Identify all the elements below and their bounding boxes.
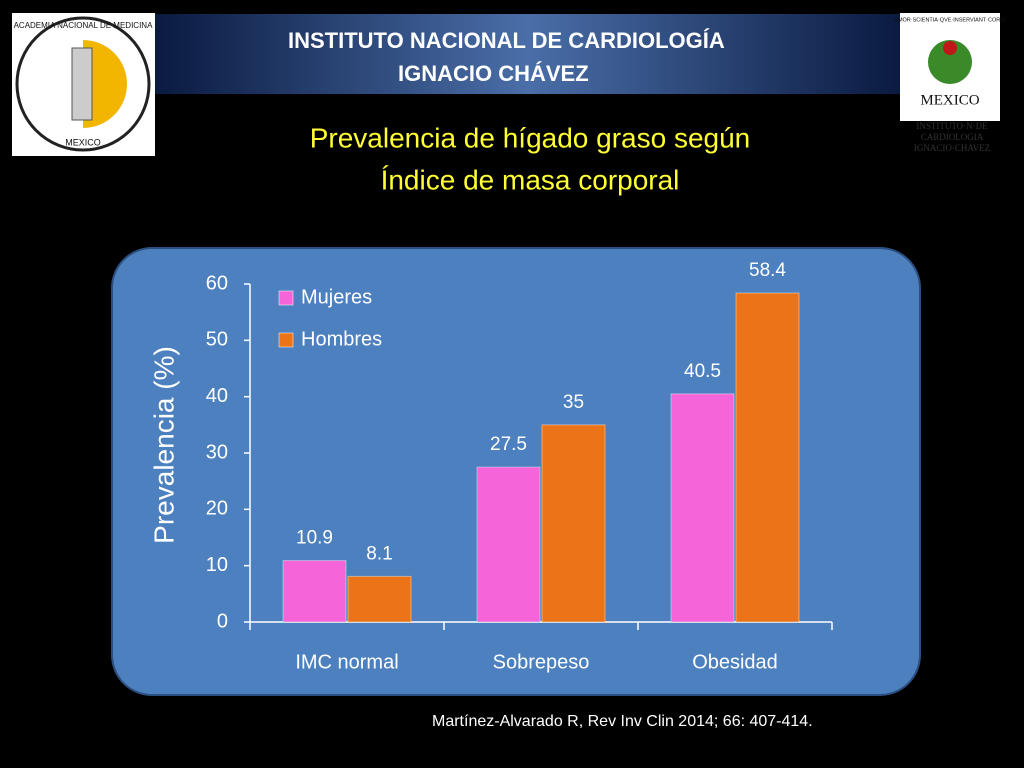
bar xyxy=(670,393,735,623)
y-tick-label: 50 xyxy=(206,329,228,351)
x-tick-label: IMC normal xyxy=(295,651,398,673)
data-label: 10.9 xyxy=(296,528,333,549)
y-tick-label: 20 xyxy=(206,498,228,520)
legend-label: Mujeres xyxy=(301,286,372,308)
x-tick-label: Sobrepeso xyxy=(493,651,590,673)
data-label: 8.1 xyxy=(366,543,392,564)
header-bar xyxy=(155,14,900,94)
y-axis-label: Prevalencia (%) xyxy=(148,346,179,544)
bar xyxy=(347,575,412,623)
logo-tree xyxy=(928,40,972,84)
logo-heart xyxy=(943,41,957,55)
data-label: 35 xyxy=(563,392,584,413)
data-label: 58.4 xyxy=(749,260,786,281)
bar xyxy=(735,292,800,623)
y-tick-label: 30 xyxy=(206,441,228,463)
citation: Martínez-Alvarado R, Rev Inv Clin 2014; … xyxy=(432,713,813,730)
y-tick-label: 10 xyxy=(206,554,228,576)
legend-label: Hombres xyxy=(301,328,382,350)
x-tick-label: Obesidad xyxy=(692,651,778,673)
chart-title: Índice de masa corporal xyxy=(381,164,680,195)
chart-title: Prevalencia de hígado graso según xyxy=(310,122,751,153)
logo-text: CARDIOLOGIA xyxy=(921,132,984,142)
logo-text: ACADEMIA NACIONAL DE MEDICINA xyxy=(14,21,154,30)
legend-swatch xyxy=(278,332,294,348)
data-label: 40.5 xyxy=(684,361,721,382)
y-tick-label: 60 xyxy=(206,272,228,294)
header-line: INSTITUTO NACIONAL DE CARDIOLOGÍA xyxy=(288,28,725,53)
bar xyxy=(541,424,606,623)
bar xyxy=(282,560,347,623)
logo-text: IGNACIO·CHAVEZ xyxy=(914,143,990,153)
logo-text: MEXICO xyxy=(65,137,101,147)
legend-swatch xyxy=(278,290,294,306)
logo-text: AMOR·SCIENTIA·QVE·INSERVIANT·CORDI xyxy=(894,17,1006,23)
logo-half xyxy=(83,40,127,128)
logo-text: MEXICO xyxy=(920,92,979,108)
logo-statue xyxy=(71,47,93,121)
data-label: 27.5 xyxy=(490,434,527,455)
logo-text: INSTITUTO·N·DE xyxy=(916,121,988,131)
y-tick-label: 0 xyxy=(217,610,228,632)
header-line: IGNACIO CHÁVEZ xyxy=(398,61,589,86)
y-tick-label: 40 xyxy=(206,385,228,407)
bar xyxy=(476,466,541,623)
